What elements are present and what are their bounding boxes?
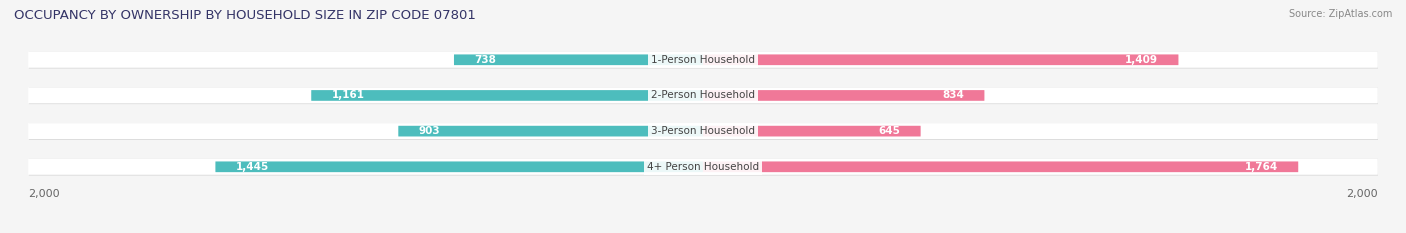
FancyBboxPatch shape — [215, 161, 703, 172]
FancyBboxPatch shape — [28, 52, 1378, 69]
Text: 3-Person Household: 3-Person Household — [651, 126, 755, 136]
Text: OCCUPANCY BY OWNERSHIP BY HOUSEHOLD SIZE IN ZIP CODE 07801: OCCUPANCY BY OWNERSHIP BY HOUSEHOLD SIZE… — [14, 9, 477, 22]
Text: 645: 645 — [879, 126, 900, 136]
Text: 1,161: 1,161 — [332, 90, 364, 100]
FancyBboxPatch shape — [703, 90, 984, 101]
FancyBboxPatch shape — [703, 161, 1298, 172]
Text: 834: 834 — [942, 90, 965, 100]
FancyBboxPatch shape — [28, 159, 1378, 175]
FancyBboxPatch shape — [454, 55, 703, 65]
FancyBboxPatch shape — [398, 126, 703, 137]
FancyBboxPatch shape — [311, 90, 703, 101]
FancyBboxPatch shape — [28, 159, 1378, 175]
Text: 2,000: 2,000 — [1347, 189, 1378, 199]
Text: 4+ Person Household: 4+ Person Household — [647, 162, 759, 172]
FancyBboxPatch shape — [703, 55, 1178, 65]
Text: 2-Person Household: 2-Person Household — [651, 90, 755, 100]
Text: 1,764: 1,764 — [1244, 162, 1278, 172]
Text: 1-Person Household: 1-Person Household — [651, 55, 755, 65]
FancyBboxPatch shape — [28, 87, 1378, 103]
Text: 2,000: 2,000 — [28, 189, 59, 199]
Text: Source: ZipAtlas.com: Source: ZipAtlas.com — [1288, 9, 1392, 19]
FancyBboxPatch shape — [28, 123, 1378, 140]
FancyBboxPatch shape — [703, 126, 921, 137]
FancyBboxPatch shape — [28, 88, 1378, 104]
Text: 1,409: 1,409 — [1125, 55, 1159, 65]
Text: 903: 903 — [419, 126, 440, 136]
FancyBboxPatch shape — [28, 52, 1378, 68]
Text: 738: 738 — [474, 55, 496, 65]
Text: 1,445: 1,445 — [236, 162, 269, 172]
FancyBboxPatch shape — [28, 123, 1378, 139]
